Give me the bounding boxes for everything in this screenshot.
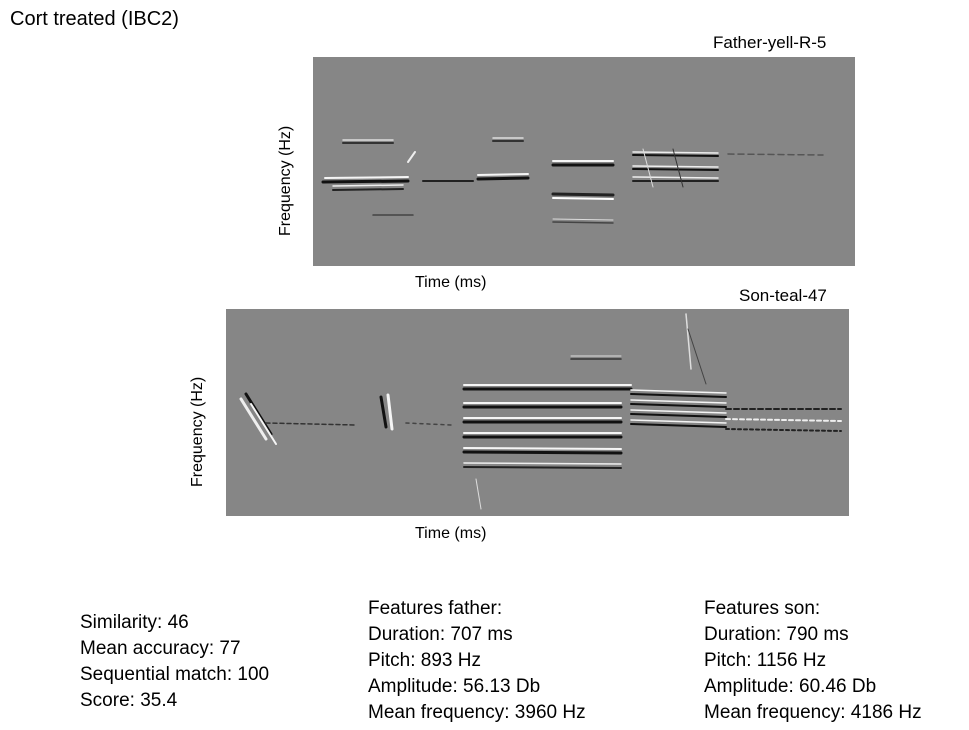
son-mean-frequency: Mean frequency: 4186 Hz (704, 702, 922, 723)
father-spectrogram (313, 57, 855, 266)
son-x-axis-label: Time (ms) (415, 525, 487, 542)
son-spectrogram-title: Son-teal-47 (739, 286, 827, 305)
father-mean-frequency: Mean frequency: 3960 Hz (368, 702, 586, 723)
similarity-summary: Similarity: 46 Mean accuracy: 77 Sequent… (80, 610, 269, 714)
father-spectrogram-title: Father-yell-R-5 (713, 33, 827, 52)
son-duration: Duration: 790 ms (704, 624, 849, 645)
father-pitch: Pitch: 893 Hz (368, 650, 481, 671)
father-duration: Duration: 707 ms (368, 624, 513, 645)
son-pitch: Pitch: 1156 Hz (704, 650, 827, 671)
son-spectrogram-image (239, 313, 842, 510)
son-features-heading: Features son: (704, 598, 821, 619)
sequential-match-value: Sequential match: 100 (80, 664, 270, 685)
similarity-value: Similarity: 46 (80, 612, 189, 633)
son-features: Features son: Duration: 790 ms Pitch: 11… (704, 596, 922, 726)
father-features-heading: Features father: (368, 598, 503, 619)
father-features: Features father: Duration: 707 ms Pitch:… (368, 596, 586, 726)
father-amplitude: Amplitude: 56.13 Db (368, 676, 541, 697)
son-spectrogram (226, 309, 849, 516)
father-y-axis-label: Frequency (Hz) (277, 125, 294, 236)
score-value: Score: 35.4 (80, 690, 178, 711)
mean-accuracy-value: Mean accuracy: 77 (80, 638, 241, 659)
father-x-axis-label: Time (ms) (415, 274, 487, 291)
page-title: Cort treated (IBC2) (10, 8, 179, 30)
son-y-axis-label: Frequency (Hz) (189, 376, 206, 487)
father-spectrogram-image (321, 137, 824, 224)
son-amplitude: Amplitude: 60.46 Db (704, 676, 877, 697)
